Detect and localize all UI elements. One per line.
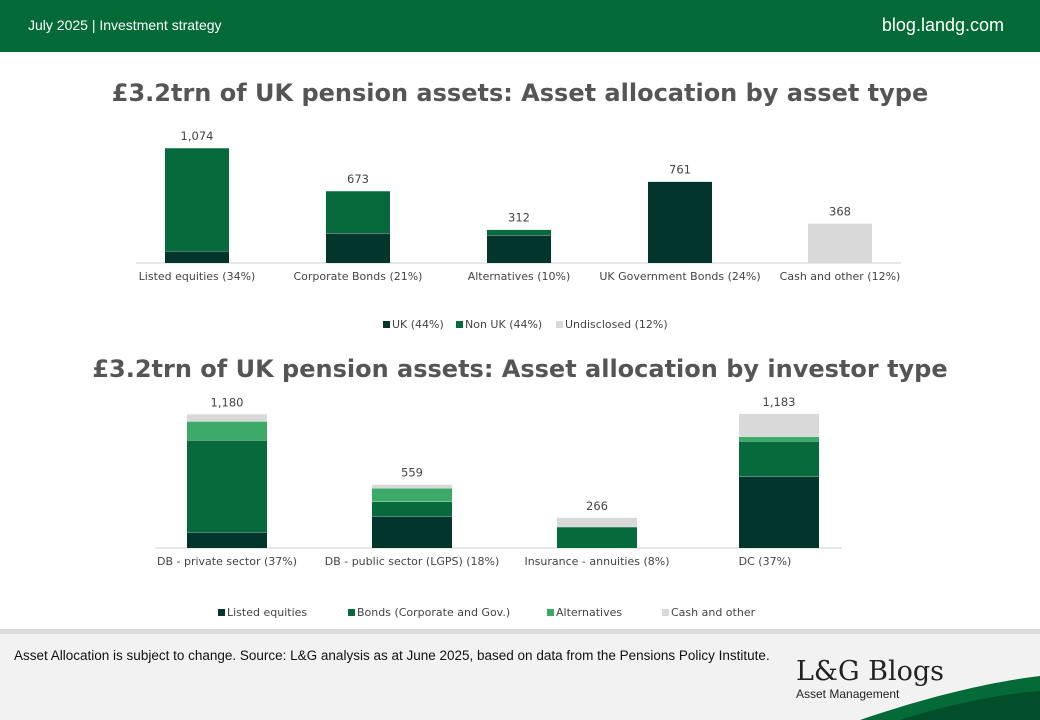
chart2-bar-1-series-2	[372, 488, 452, 502]
chart1-bar-1-series-1	[326, 190, 390, 234]
chart2-bar-3-series-2	[739, 436, 819, 442]
chart1-bar-0-series-1	[165, 148, 229, 252]
chart2-bar-3-series-0	[739, 476, 819, 548]
chart1-total-label-2: 312	[508, 211, 530, 225]
chart2-legend-swatch-1	[348, 609, 355, 616]
chart1-category-label-0: Listed equities (34%)	[139, 270, 256, 283]
chart1-total-label-3: 761	[669, 163, 691, 177]
chart2-bar-0-series-3	[187, 414, 267, 422]
chart2-legend-label-1: Bonds (Corporate and Gov.)	[357, 606, 510, 619]
chart1-total-label-1: 673	[347, 172, 369, 186]
chart2-legend-label-3: Cash and other	[671, 606, 756, 619]
chart2-total-label-0: 1,180	[211, 395, 244, 409]
chart2-legend-label-0: Listed equities	[227, 606, 307, 619]
chart2-bar-1-series-3	[372, 484, 452, 489]
chart2-total-label-3: 1,183	[763, 395, 796, 409]
chart2-category-label-1: DB - public sector (LGPS) (18%)	[325, 555, 500, 568]
chart2-bar-2-series-3	[557, 517, 637, 527]
chart2-bar-2-series-1	[557, 526, 637, 548]
chart1-legend-swatch-1	[456, 321, 463, 328]
chart2-legend-swatch-0	[218, 609, 225, 616]
chart2-total-label-1: 559	[401, 466, 423, 480]
source-note: Asset Allocation is subject to change. S…	[14, 648, 770, 663]
chart1-bar-3-series-0	[648, 181, 712, 263]
chart1-title: £3.2trn of UK pension assets: Asset allo…	[111, 79, 929, 107]
chart2-bar-0-series-1	[187, 440, 267, 533]
chart1-bar-0-series-0	[165, 251, 229, 263]
chart1-asset-type: 1,074 Listed equities (34%) 673 Corporate B…	[136, 129, 901, 331]
chart2-category-label-3: DC (37%)	[739, 555, 792, 568]
chart2-bar-3-series-1	[739, 441, 819, 477]
chart2-total-label-2: 266	[586, 499, 608, 513]
chart1-legend-label-2: Undisclosed (12%)	[565, 318, 668, 331]
chart2-category-label-0: DB - private sector (37%)	[157, 555, 297, 568]
chart2-title: £3.2trn of UK pension assets: Asset allo…	[92, 355, 948, 383]
chart1-bar-2-series-1	[487, 229, 551, 236]
chart2-category-label-2: Insurance - annuities (8%)	[524, 555, 669, 568]
chart2-investor-type: 1,180 DB - private sector (37%) 559 DB - pu…	[155, 395, 842, 619]
brand-name: L&G Blogs	[796, 656, 944, 687]
chart1-category-label-3: UK Government Bonds (24%)	[599, 270, 760, 283]
brand-subtitle: Asset Management	[796, 687, 900, 701]
chart1-legend-swatch-2	[556, 321, 563, 328]
chart2-bar-0-series-2	[187, 421, 267, 441]
chart1-category-label-4: Cash and other (12%)	[780, 270, 901, 283]
header-bar: July 2025 | Investment strategy blog.lan…	[0, 0, 1040, 52]
chart1-legend-label-0: UK (44%)	[392, 318, 444, 331]
chart1-category-label-2: Alternatives (10%)	[468, 270, 571, 283]
chart1-category-label-1: Corporate Bonds (21%)	[294, 270, 423, 283]
brand-swoosh-graphic	[860, 676, 1040, 720]
chart1-bar-4-series-2	[808, 223, 872, 263]
chart1-total-label-4: 368	[829, 205, 851, 219]
brand-logo[interactable]: L&G Blogs Asset Management	[796, 656, 944, 701]
footer: Asset Allocation is subject to change. S…	[0, 629, 1040, 720]
header-date-topic: July 2025 | Investment strategy	[28, 17, 222, 33]
chart2-bar-0-series-0	[187, 532, 267, 548]
chart2-legend-swatch-2	[547, 609, 554, 616]
chart2-legend-label-2: Alternatives	[556, 606, 622, 619]
header-site-link[interactable]: blog.landg.com	[881, 15, 1004, 35]
chart1-total-label-0: 1,074	[181, 129, 214, 143]
chart2-bar-1-series-0	[372, 516, 452, 548]
chart1-legend-label-1: Non UK (44%)	[465, 318, 542, 331]
chart1-bar-2-series-0	[487, 235, 551, 263]
chart1-bar-1-series-0	[326, 233, 390, 263]
chart1-legend-swatch-0	[383, 321, 390, 328]
chart2-bar-3-series-3	[739, 414, 819, 437]
chart2-legend-swatch-3	[662, 609, 669, 616]
chart2-bar-1-series-1	[372, 501, 452, 517]
